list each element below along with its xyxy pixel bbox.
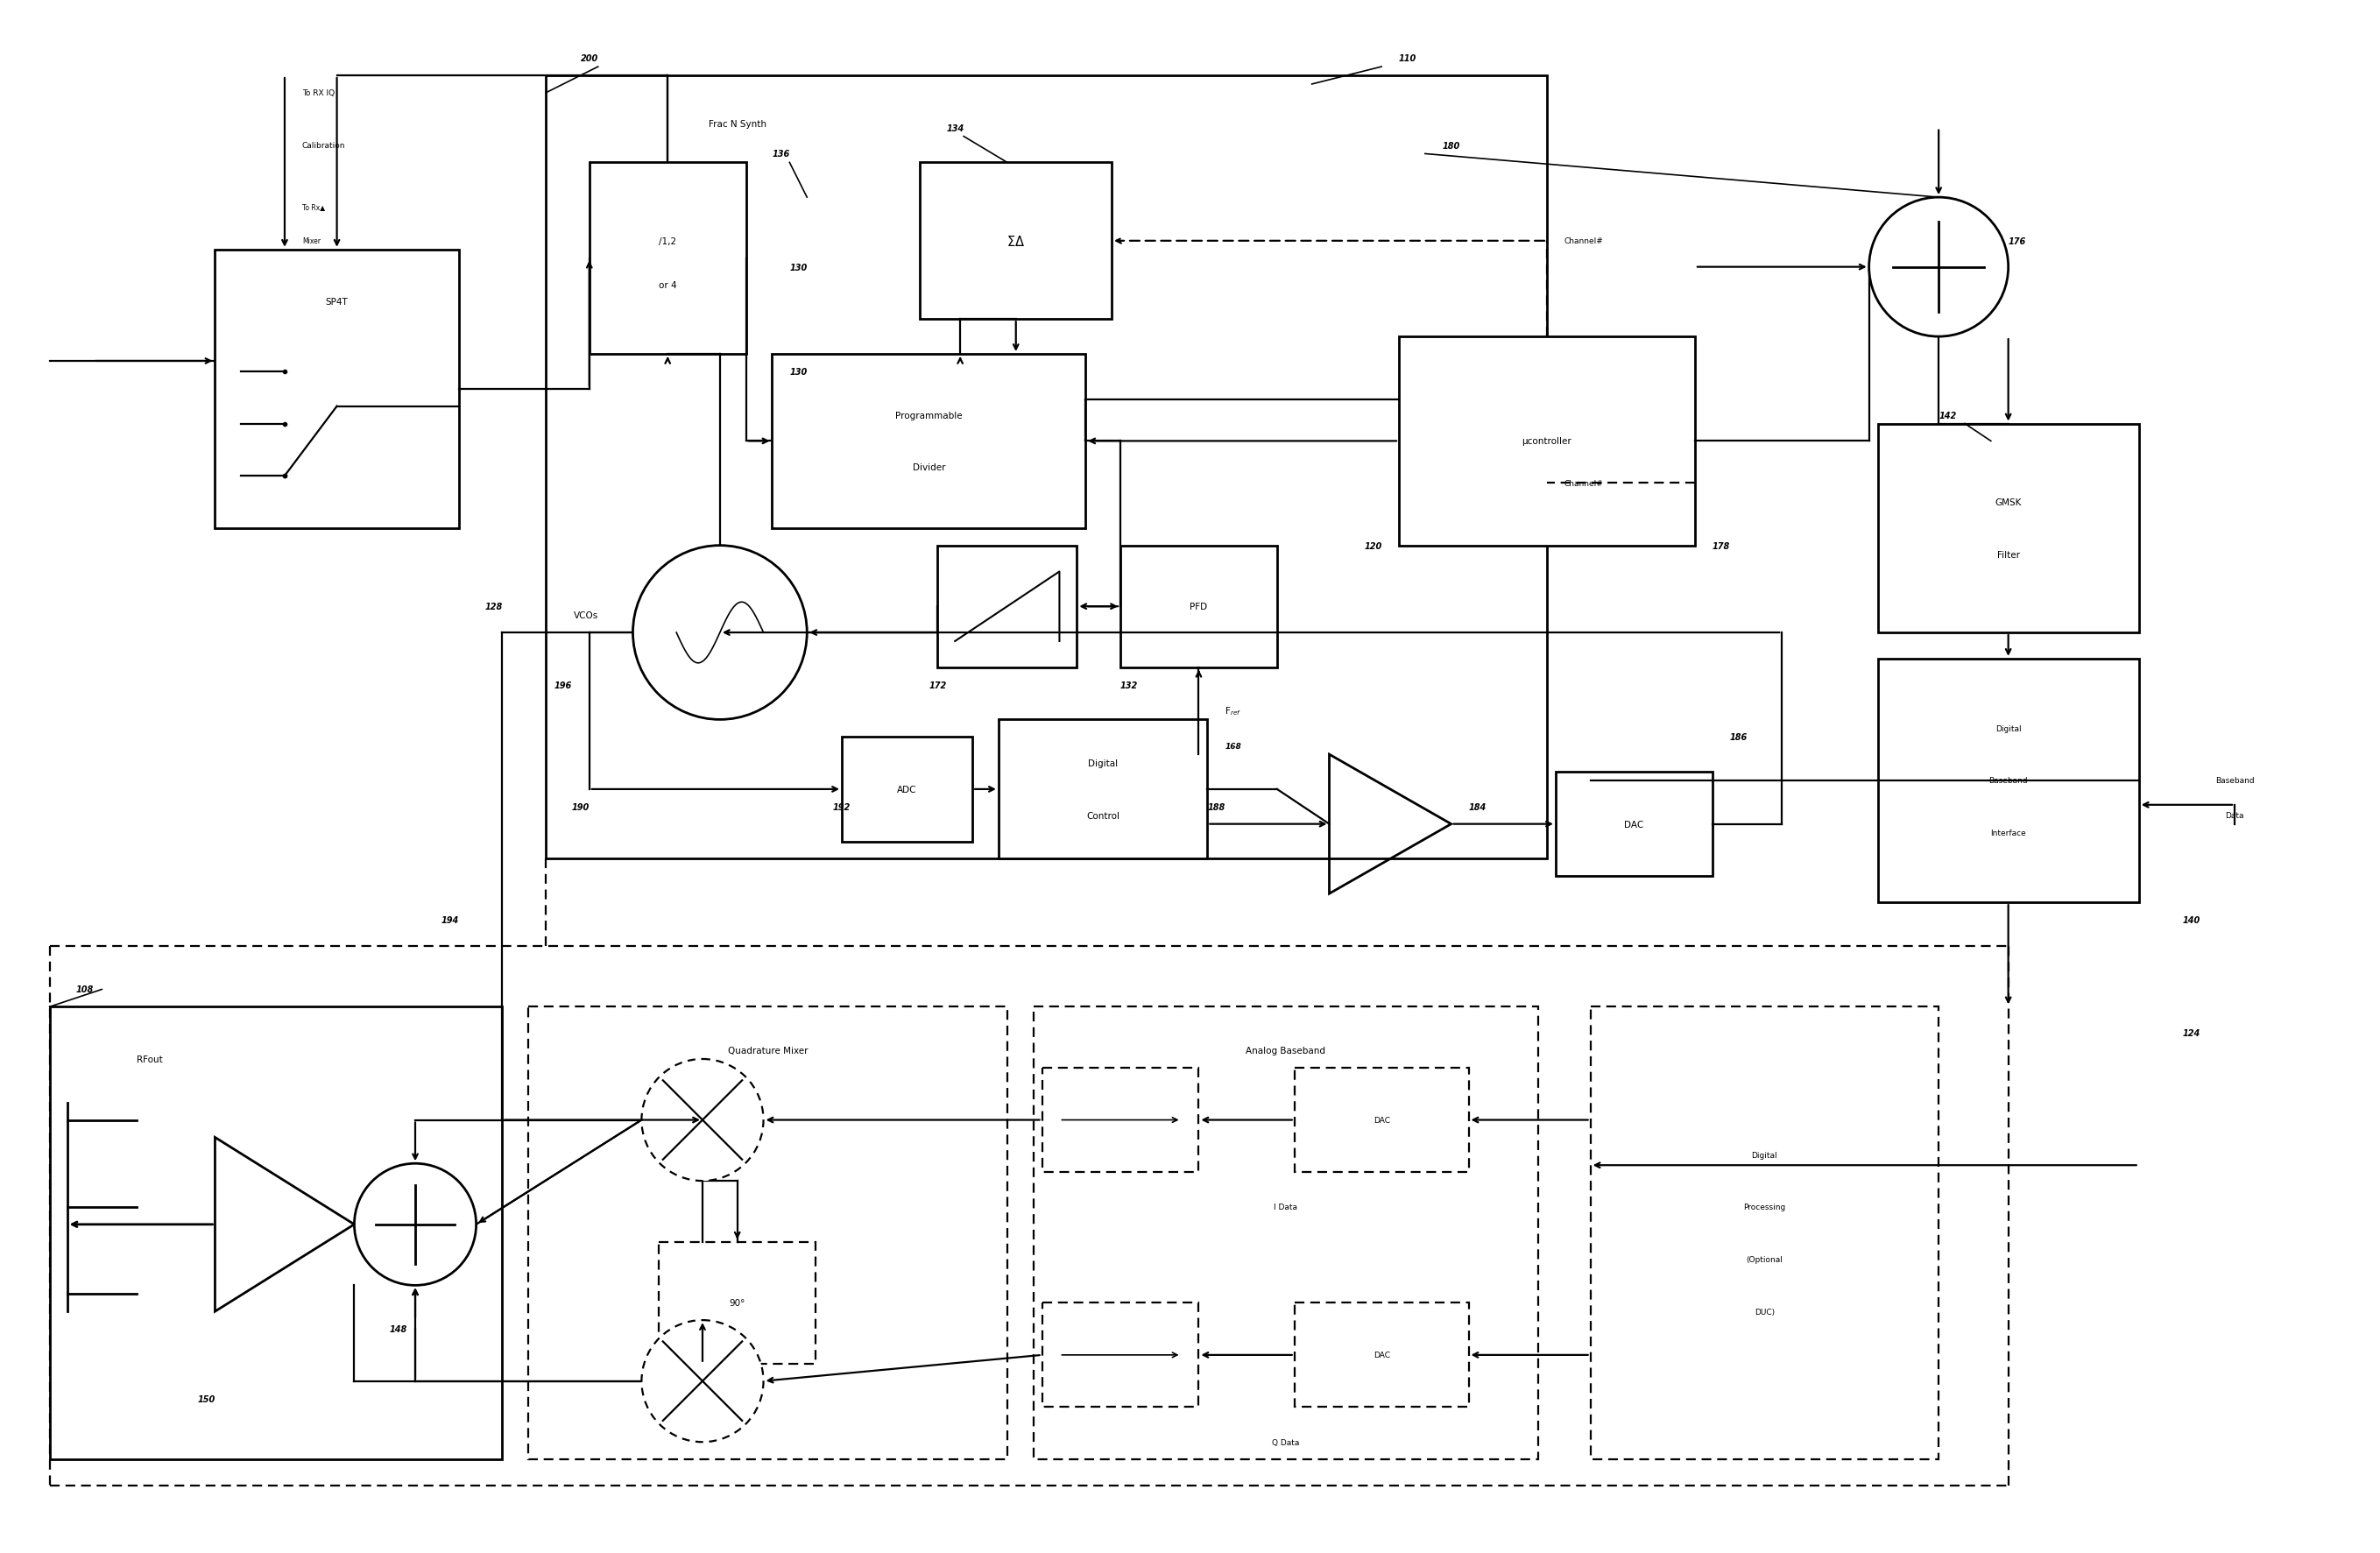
Text: To Rx▲: To Rx▲ [302, 203, 326, 211]
Text: Baseband: Baseband [1990, 776, 2028, 784]
Text: 130: 130 [790, 368, 807, 376]
Circle shape [643, 1059, 764, 1180]
Bar [843, 738, 973, 842]
Text: Digital: Digital [1994, 725, 2021, 733]
Bar [1295, 1303, 1468, 1407]
Text: 136: 136 [771, 151, 790, 158]
Text: I Data: I Data [1273, 1204, 1297, 1211]
Text: 132: 132 [1121, 680, 1138, 690]
Text: DUC): DUC) [1754, 1308, 1775, 1315]
Bar [659, 1242, 816, 1364]
Text: Processing: Processing [1745, 1204, 1785, 1211]
Bar [1295, 1068, 1468, 1173]
Bar [1121, 547, 1278, 668]
Text: 90°: 90° [728, 1298, 745, 1308]
Bar [1399, 337, 1695, 547]
Text: 180: 180 [1442, 141, 1461, 151]
Text: 186: 186 [1730, 733, 1747, 742]
Text: Quadrature Mixer: Quadrature Mixer [728, 1047, 807, 1054]
Bar [528, 1006, 1007, 1460]
Text: Digital: Digital [1088, 759, 1119, 767]
Text: 178: 178 [1711, 542, 1730, 550]
Circle shape [633, 547, 807, 721]
Text: 142: 142 [1940, 412, 1956, 419]
Bar [921, 163, 1111, 320]
Text: 140: 140 [2182, 916, 2199, 924]
Text: $\Sigma\Delta$: $\Sigma\Delta$ [1007, 235, 1026, 248]
Bar [1042, 1303, 1200, 1407]
Text: Digital: Digital [1752, 1151, 1778, 1159]
Text: Programmable: Programmable [895, 412, 962, 419]
Text: 110: 110 [1399, 54, 1416, 64]
Text: PFD: PFD [1190, 603, 1207, 612]
Text: 124: 124 [2182, 1028, 2199, 1037]
Text: F$_{ref}$: F$_{ref}$ [1226, 705, 1242, 717]
Text: 176: 176 [2009, 238, 2025, 245]
Text: 134: 134 [947, 124, 964, 132]
Bar [1590, 1006, 1940, 1460]
Bar [771, 354, 1085, 528]
Text: To RX IQ: To RX IQ [302, 90, 336, 98]
Text: 128: 128 [486, 603, 502, 612]
Text: DAC: DAC [1623, 820, 1645, 829]
Text: ADC: ADC [897, 786, 916, 794]
Text: Calibration: Calibration [302, 141, 345, 149]
Text: DAC: DAC [1373, 1351, 1390, 1359]
Bar [1042, 1068, 1200, 1173]
Text: Analog Baseband: Analog Baseband [1245, 1047, 1326, 1054]
Text: 130: 130 [790, 262, 807, 272]
Text: 200: 200 [581, 54, 597, 64]
Text: 190: 190 [571, 803, 590, 811]
Text: Data: Data [2225, 812, 2244, 820]
Bar [214, 250, 459, 528]
Text: Divider: Divider [912, 463, 945, 472]
Text: (Optional: (Optional [1747, 1255, 1783, 1263]
Bar [1557, 772, 1711, 876]
Text: or 4: or 4 [659, 281, 676, 289]
Text: Interface: Interface [1990, 829, 2025, 837]
Circle shape [355, 1163, 476, 1286]
Text: Baseband: Baseband [2216, 776, 2254, 784]
Text: VCOs: VCOs [574, 612, 597, 620]
Bar [1000, 721, 1207, 859]
Bar [1878, 658, 2140, 902]
Circle shape [643, 1320, 764, 1443]
Text: 150: 150 [198, 1395, 214, 1402]
Text: 108: 108 [76, 985, 93, 994]
Bar [590, 163, 745, 354]
Text: 172: 172 [928, 680, 947, 690]
Text: 192: 192 [833, 803, 850, 811]
Text: μcontroller: μcontroller [1523, 438, 1571, 446]
Text: 120: 120 [1364, 542, 1383, 550]
Bar [50, 1006, 502, 1460]
Text: 168: 168 [1226, 742, 1242, 750]
Text: Q Data: Q Data [1271, 1438, 1299, 1446]
Bar [545, 76, 1547, 859]
Circle shape [1868, 197, 2009, 337]
Text: Control: Control [1085, 811, 1119, 820]
Text: SP4T: SP4T [326, 298, 347, 307]
Bar [1878, 424, 2140, 634]
Text: Mixer: Mixer [302, 238, 321, 245]
Text: Channel#: Channel# [1564, 238, 1604, 245]
Text: GMSK: GMSK [1994, 499, 2021, 506]
Text: 188: 188 [1207, 803, 1226, 811]
Text: RFout: RFout [136, 1054, 162, 1064]
Text: Filter: Filter [1997, 550, 2021, 559]
Text: Frac N Synth: Frac N Synth [709, 120, 766, 129]
Text: DAC: DAC [1373, 1117, 1390, 1124]
Text: /1,2: /1,2 [659, 238, 676, 245]
Text: 194: 194 [440, 916, 459, 924]
Text: 148: 148 [388, 1325, 407, 1334]
Text: Channel#: Channel# [1564, 480, 1604, 488]
Text: 184: 184 [1468, 803, 1485, 811]
Bar [938, 547, 1076, 668]
Bar [1033, 1006, 1537, 1460]
Text: 196: 196 [555, 680, 571, 690]
